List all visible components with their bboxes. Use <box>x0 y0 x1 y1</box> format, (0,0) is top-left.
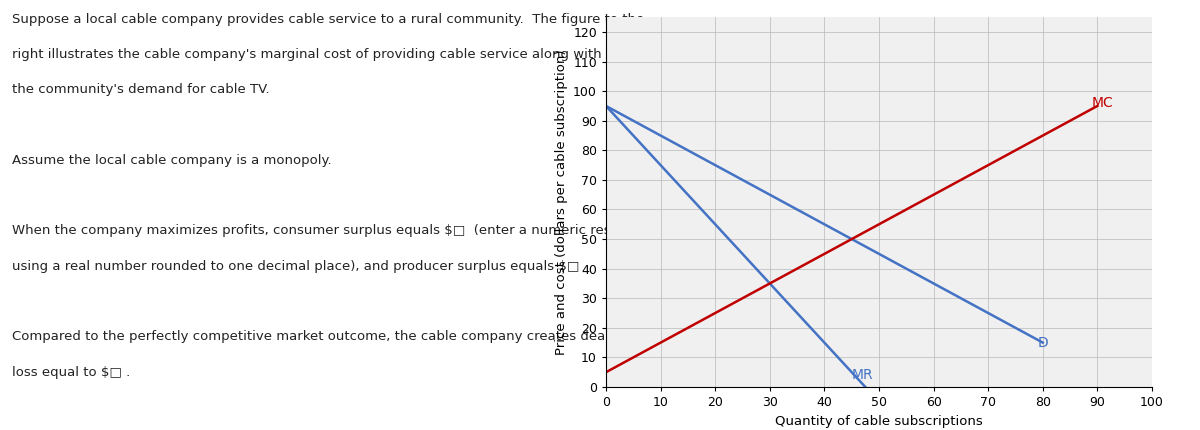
Text: the community's demand for cable TV.: the community's demand for cable TV. <box>12 83 270 96</box>
Text: loss equal to $□ .: loss equal to $□ . <box>12 366 131 378</box>
X-axis label: Quantity of cable subscriptions: Quantity of cable subscriptions <box>775 415 983 427</box>
Text: When the company maximizes profits, consumer surplus equals $□  (enter a numeric: When the company maximizes profits, cons… <box>12 224 650 237</box>
Text: MC: MC <box>1092 96 1114 110</box>
Text: using a real number rounded to one decimal place), and producer surplus equals $: using a real number rounded to one decim… <box>12 260 580 273</box>
Text: D: D <box>1037 336 1048 350</box>
Text: right illustrates the cable company's marginal cost of providing cable service a: right illustrates the cable company's ma… <box>12 48 601 61</box>
Text: Assume the local cable company is a monopoly.: Assume the local cable company is a mono… <box>12 154 331 167</box>
Text: Suppose a local cable company provides cable service to a rural community.  The : Suppose a local cable company provides c… <box>12 13 644 26</box>
Text: MR: MR <box>852 368 874 382</box>
Text: Compared to the perfectly competitive market outcome, the cable company creates : Compared to the perfectly competitive ma… <box>12 330 664 343</box>
Y-axis label: Price and cost (dollars per cable subscription): Price and cost (dollars per cable subscr… <box>554 49 568 355</box>
